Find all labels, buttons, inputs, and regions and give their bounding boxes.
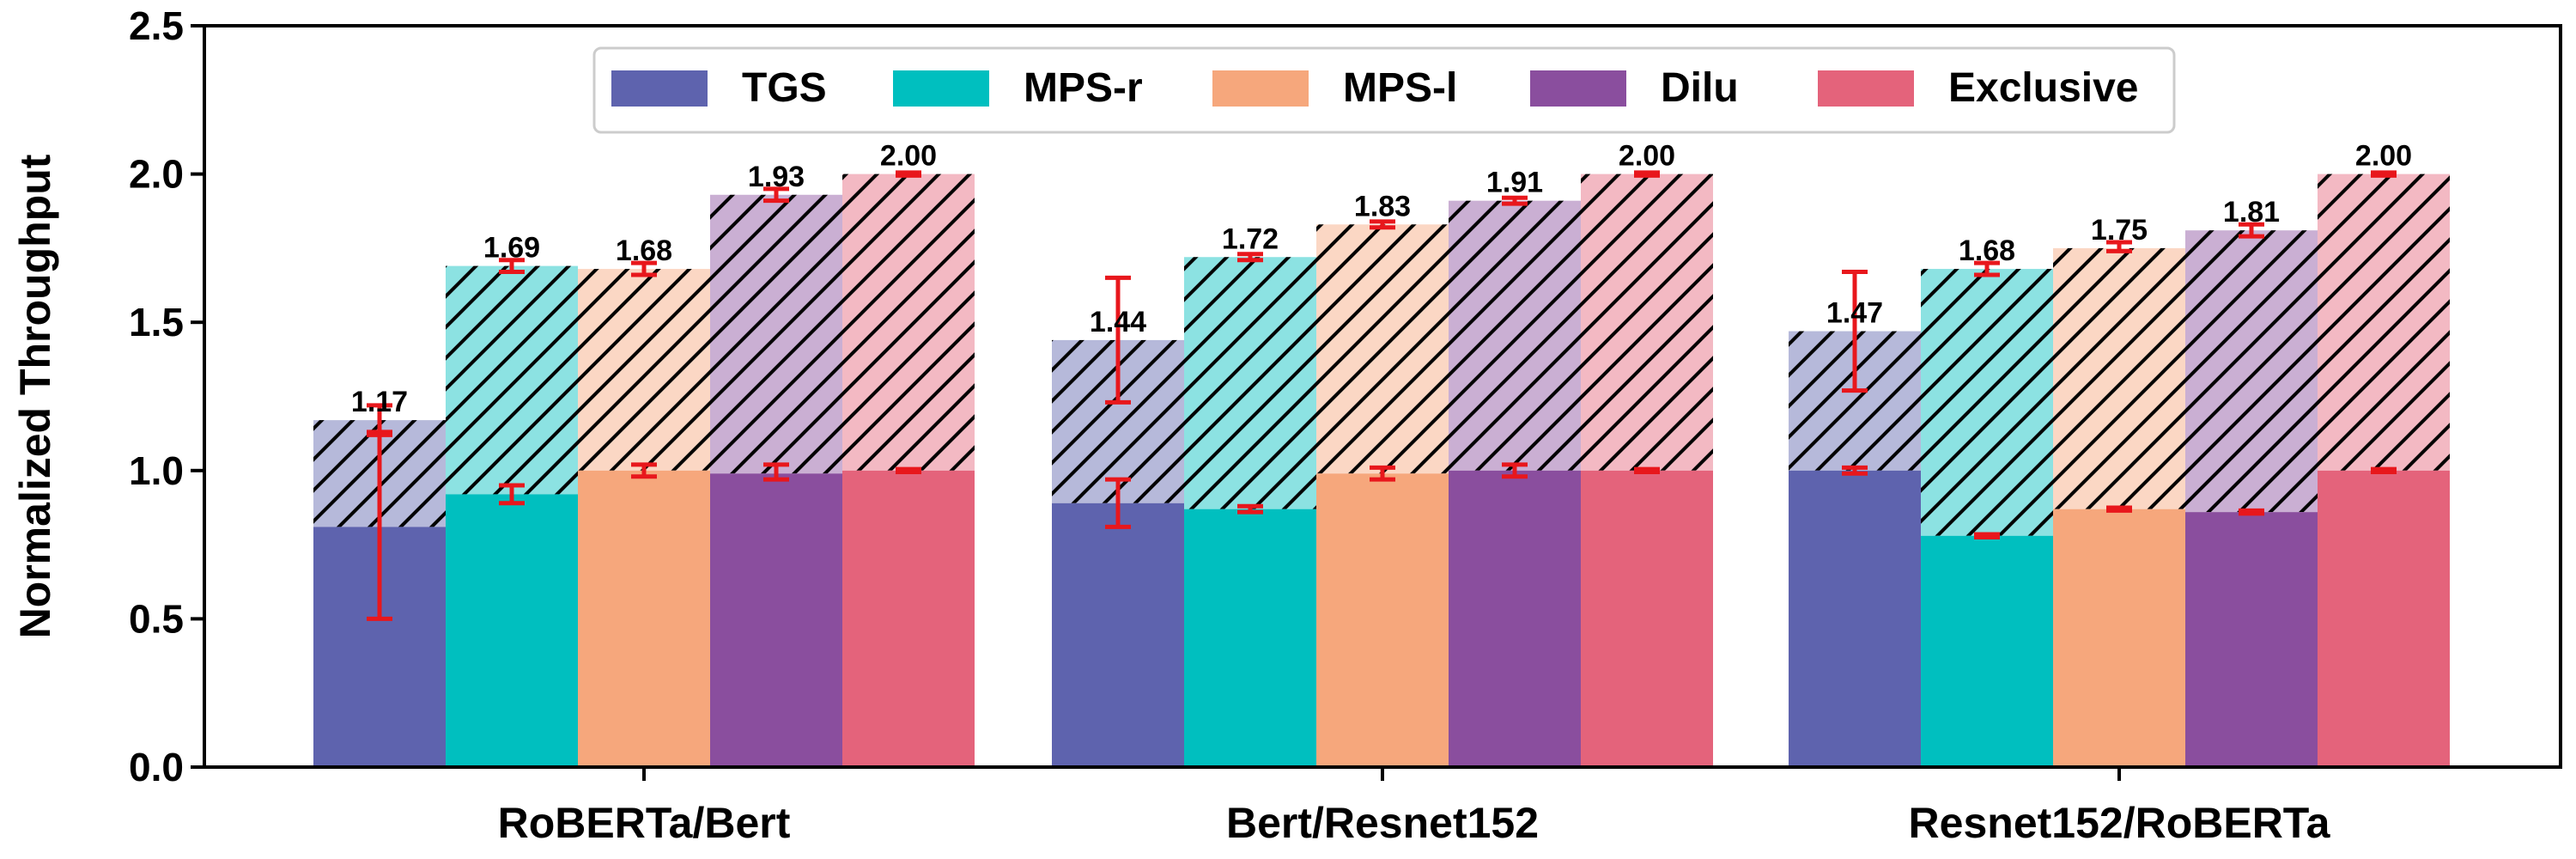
errorbar-dilu-3-lower <box>2239 508 2264 516</box>
errorbar-exclusive-2-lower <box>1634 466 1660 475</box>
y-tick-label: 1.5 <box>129 300 184 344</box>
bar-mps-l-2-lower <box>1316 473 1449 767</box>
legend-swatch-exclusive <box>1818 70 1914 107</box>
legend-swatch-tgs <box>611 70 708 107</box>
legend-swatch-dilu <box>1530 70 1626 107</box>
bar-exclusive-1-upper-hatch <box>842 174 975 471</box>
bar-tgs-2-lower <box>1052 503 1184 767</box>
errorbar-exclusive-3-lower <box>2371 466 2397 475</box>
errorbar-exclusive-1-lower <box>896 466 921 475</box>
y-tick-label: 2.5 <box>129 3 184 48</box>
errorbar-tgs-2-lower <box>1105 477 1131 529</box>
value-label-exclusive-3: 2.00 <box>2355 140 2412 173</box>
errorbar-tgs-3-lower <box>1842 465 1868 476</box>
errorbar-mps-r-2-lower <box>1237 503 1263 515</box>
errorbar-mps-l-3-lower <box>2106 505 2132 513</box>
errorbar-mps-r-1-lower <box>499 483 525 506</box>
errorbar-tgs-3-total <box>1842 270 1868 393</box>
bar-mps-l-1-lower <box>578 470 710 767</box>
y-tick-label: 0.0 <box>129 745 184 789</box>
value-label-dilu-2: 1.91 <box>1486 167 1543 199</box>
legend-label-mps-r: MPS-r <box>1024 65 1143 111</box>
x-tick-label: RoBERTa/Bert <box>498 799 791 847</box>
bar-mps-r-2-upper-hatch <box>1184 257 1316 509</box>
bar-mps-r-3-lower <box>1921 535 2053 767</box>
value-label-mps-l-2: 1.83 <box>1354 190 1411 222</box>
bar-mps-r-3-upper-hatch <box>1921 269 2053 536</box>
value-label-mps-r-3: 1.68 <box>1959 235 2015 267</box>
errorbar-mps-l-2-total <box>1370 219 1395 230</box>
errorbar-dilu-1-lower <box>763 462 789 482</box>
bar-mps-l-3-upper-hatch <box>2053 247 2185 509</box>
bar-mps-r-1-upper-hatch <box>446 265 578 495</box>
value-label-tgs-1: 1.17 <box>351 386 408 418</box>
bar-dilu-2-upper-hatch <box>1449 200 1581 471</box>
axes: 0.0 0.5 1.0 1.5 2.0 2.5 RoBERTa/Bert Bert/Resne… <box>11 3 2562 847</box>
value-label-dilu-1: 1.93 <box>748 161 805 193</box>
value-label-exclusive-1: 2.00 <box>880 140 937 173</box>
bar-mps-l-3-lower <box>2053 509 2185 767</box>
bar-exclusive-3-lower <box>2318 470 2450 767</box>
errorbar-tgs-2-total <box>1105 275 1131 405</box>
bar-exclusive-1-lower <box>842 470 975 767</box>
legend-label-exclusive: Exclusive <box>1948 65 2138 111</box>
errorbar-mps-r-2-total <box>1237 252 1263 263</box>
y-axis-label: Normalized Throughput <box>11 154 59 638</box>
errorbar-mps-l-3-total <box>2106 240 2132 253</box>
errorbar-mps-l-1-total <box>631 260 657 277</box>
errorbar-dilu-1-total <box>763 186 789 204</box>
errorbar-mps-l-1-lower <box>631 462 657 479</box>
value-label-dilu-3: 1.81 <box>2223 196 2280 228</box>
errorbar-mps-r-3-total <box>1974 260 2000 277</box>
errorbar-mps-r-3-lower <box>1974 532 2000 539</box>
value-label-mps-l-1: 1.68 <box>616 235 672 267</box>
x-tick-label: Bert/Resnet152 <box>1226 799 1539 847</box>
bar-dilu-1-lower <box>710 473 842 767</box>
legend: TGS MPS-r MPS-l Dilu Exclusive <box>592 46 2176 134</box>
y-tick-label: 2.0 <box>129 152 184 197</box>
errorbar-dilu-3-total <box>2239 222 2264 239</box>
bar-exclusive-2-upper-hatch <box>1581 174 1713 471</box>
bar-exclusive-3-upper-hatch <box>2318 174 2450 471</box>
errorbar-dilu-2-lower <box>1502 462 1528 479</box>
bar-exclusive-2-lower <box>1581 470 1713 767</box>
value-label-mps-l-3: 1.75 <box>2091 214 2148 247</box>
errorbar-mps-l-2-lower <box>1370 465 1395 482</box>
bar-mps-r-2-lower <box>1184 509 1316 767</box>
bar-dilu-3-upper-hatch <box>2185 230 2318 513</box>
bar-dilu-1-upper-hatch <box>710 194 842 474</box>
y-tick-label: 1.0 <box>129 448 184 493</box>
value-label-exclusive-2: 2.00 <box>1619 140 1675 173</box>
bar-dilu-3-lower <box>2185 512 2318 767</box>
errorbar-dilu-2-total <box>1502 195 1528 206</box>
errorbar-mps-r-1-total <box>499 258 525 275</box>
errorbar-exclusive-2-total <box>1634 170 1660 178</box>
bar-mps-r-1-lower <box>446 494 578 767</box>
value-label-mps-r-2: 1.72 <box>1222 222 1279 255</box>
x-tick-label: Resnet152/RoBERTa <box>1909 799 2331 847</box>
legend-swatch-mps-r <box>893 70 989 107</box>
value-label-mps-r-1: 1.69 <box>483 232 540 265</box>
bar-tgs-3-lower <box>1789 470 1921 767</box>
errorbar-exclusive-1-total <box>896 170 921 178</box>
plot-area: 1.17 1.69 1.68 1.93 2.00 1.44 1.72 1.83 1.91 2.00… <box>313 140 2450 767</box>
value-label-tgs-2: 1.44 <box>1090 306 1146 338</box>
legend-label-tgs: TGS <box>742 65 827 111</box>
bar-mps-l-2-upper-hatch <box>1316 224 1449 474</box>
legend-swatch-mps-l <box>1212 70 1309 107</box>
legend-label-dilu: Dilu <box>1661 65 1739 111</box>
legend-label-mps-l: MPS-l <box>1343 65 1457 111</box>
y-tick-label: 0.5 <box>129 596 184 641</box>
errorbar-tgs-1-total <box>367 403 392 437</box>
errorbar-exclusive-3-total <box>2371 170 2397 178</box>
legend-box <box>592 46 2176 134</box>
bar-dilu-2-lower <box>1449 470 1581 767</box>
bar-mps-l-1-upper-hatch <box>578 269 710 471</box>
value-label-tgs-3: 1.47 <box>1826 297 1883 330</box>
